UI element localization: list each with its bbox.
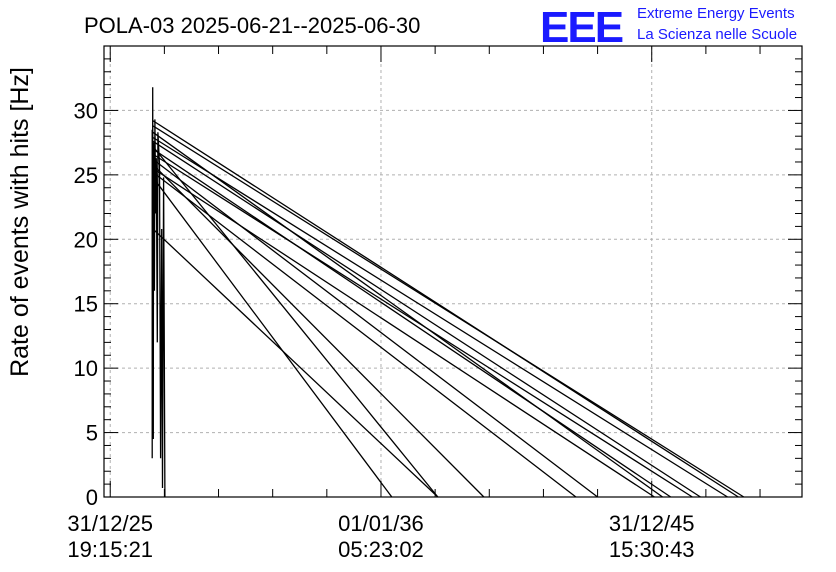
data-segment (152, 131, 663, 498)
y-tick-label: 10 (74, 356, 98, 381)
data-segment (152, 171, 577, 498)
y-tick-label: 15 (74, 292, 98, 317)
y-axis-label: Rate of events with hits [Hz] (6, 67, 34, 377)
data-segment (152, 167, 655, 498)
data-segment (152, 120, 739, 498)
logo-line-1: Extreme Energy Events (637, 5, 795, 22)
x-tick-label-time: 15:30:43 (609, 537, 695, 562)
data-lines (151, 87, 745, 498)
data-segment (152, 136, 728, 498)
y-tick-label: 30 (74, 98, 98, 123)
x-tick-label-date: 31/12/25 (67, 511, 153, 536)
logo-mark: EEE (540, 3, 623, 52)
data-segment (152, 125, 745, 498)
data-segment (152, 148, 672, 498)
x-tick-label-date: 01/01/36 (338, 511, 424, 536)
plot-frame (103, 45, 803, 498)
y-tick-label: 0 (86, 485, 98, 510)
data-segment (152, 228, 439, 498)
chart-title: POLA-03 2025-06-21--2025-06-30 (84, 13, 420, 38)
x-tick-label-time: 05:23:02 (338, 537, 424, 562)
y-tick-label: 25 (74, 163, 98, 188)
data-segment (152, 164, 485, 498)
x-tick-label-date: 31/12/45 (609, 511, 695, 536)
x-tick-label-time: 19:15:21 (67, 537, 153, 562)
data-segment (152, 158, 598, 498)
data-segment (152, 146, 439, 498)
logo-line-2: La Scienza nelle Scuole (637, 26, 797, 43)
grid (104, 46, 802, 497)
y-tick-label: 5 (86, 421, 98, 446)
eee-logo: EEE Extreme Energy Events La Scienza nel… (540, 3, 797, 52)
y-tick-label: 20 (74, 227, 98, 252)
data-segment (152, 153, 693, 498)
data-segment (152, 140, 701, 498)
data-segment (152, 177, 393, 498)
data-trace (151, 87, 166, 498)
